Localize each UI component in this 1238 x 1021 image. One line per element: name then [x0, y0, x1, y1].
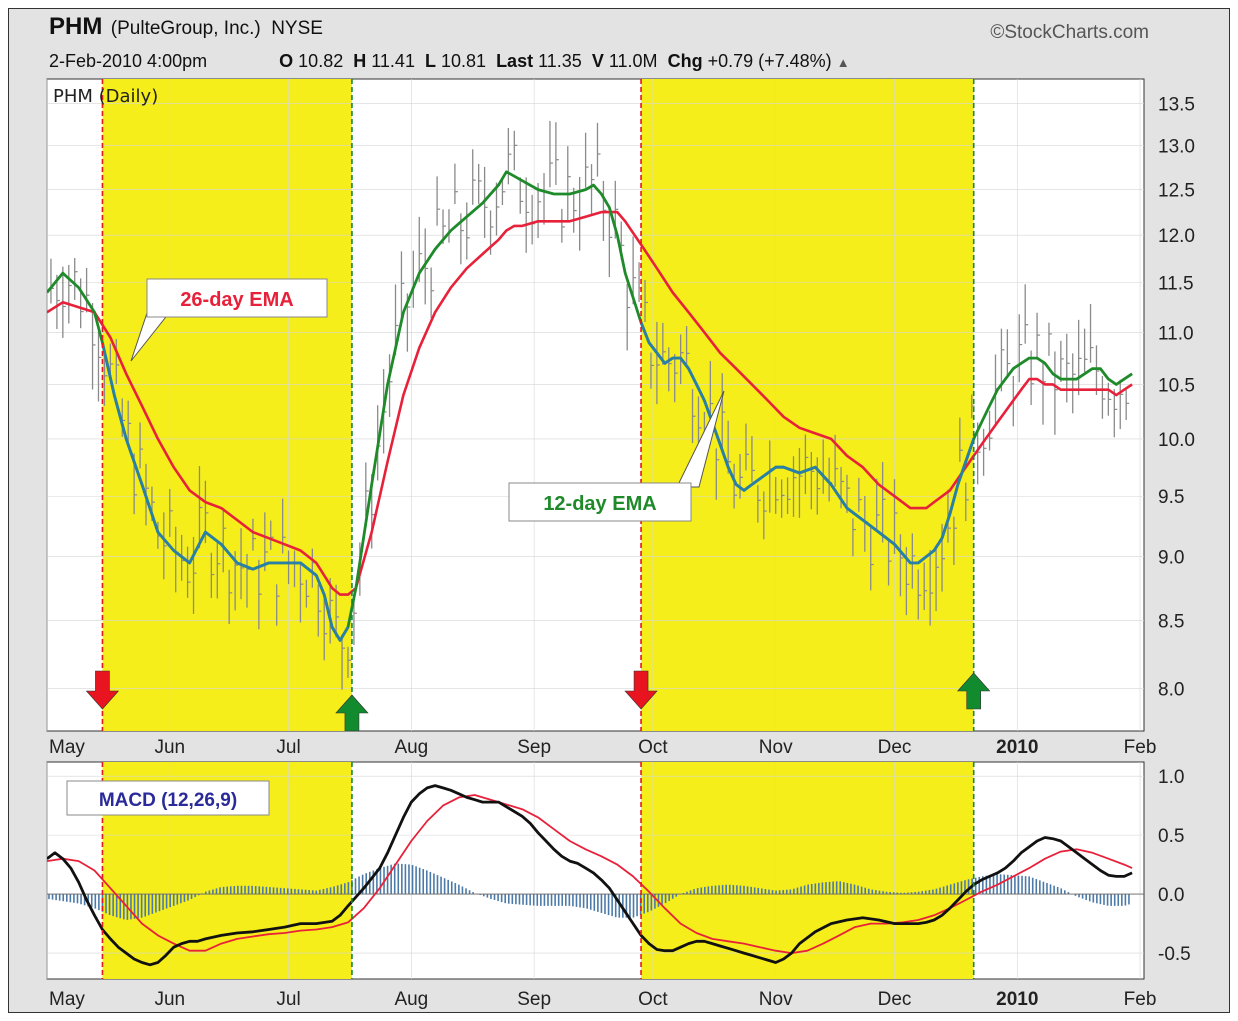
price-ema-lines [47, 170, 1133, 642]
price-tick-label: 10.0 [1158, 430, 1195, 451]
price-tick-label: 13.5 [1158, 95, 1195, 116]
macd-tick-label: 0.0 [1158, 885, 1184, 906]
price-x-tick-label: Aug [394, 737, 428, 758]
price-x-tick-label: Nov [759, 737, 793, 758]
price-tick-label: 11.5 [1158, 274, 1194, 295]
ema12-downtrend-segment-1 [101, 342, 350, 642]
ema26-line [47, 210, 1133, 596]
macd-x-tick-label: Aug [394, 989, 428, 1010]
macd-x-tick-label: Sep [517, 989, 551, 1010]
ema12-downtrend-segment-2 [639, 321, 976, 565]
source-text: StockCharts.com [1004, 22, 1149, 43]
macd-x-tick-label: 2010 [996, 989, 1038, 1010]
price-shading [102, 79, 974, 731]
macd-tick-label: 1.0 [1158, 767, 1184, 788]
price-tick-label: 13.0 [1158, 137, 1195, 158]
last-label: Last [496, 51, 534, 71]
price-shaded-period-1 [102, 79, 352, 731]
price-tick-label: 12.0 [1158, 226, 1195, 247]
macd-x-tick-label: Feb [1124, 989, 1157, 1010]
price-tick-label: 8.0 [1158, 679, 1184, 700]
exchange: NYSE [271, 18, 323, 39]
macd-legend-box [66, 780, 270, 816]
buy-arrow-icon [335, 694, 369, 732]
chart-frame: PHM (PulteGroup, Inc.) NYSE ©StockCharts… [8, 8, 1230, 1013]
price-x-tick-label: Jun [154, 737, 185, 758]
chart-svg: 8.0 8.5 9.0 9.5 10.0 10.5 11.0 11.5 12.0 12.5 13.0… [46, 78, 1195, 1010]
price-x-tick-label: Dec [878, 737, 912, 758]
price-panel-title: PHM (Daily) [53, 86, 158, 107]
signal-line [47, 794, 1133, 954]
signal-arrows [85, 670, 991, 732]
macd-x-tick-label: Nov [759, 989, 793, 1010]
macd-shaded-period-2 [641, 762, 974, 979]
sell-arrow-icon [85, 670, 120, 710]
price-tick-label: 9.5 [1158, 487, 1184, 508]
macd-x-tick-label: Oct [638, 989, 668, 1010]
change-value: +0.79 (+7.48%) [707, 51, 832, 71]
symbol-line: PHM (PulteGroup, Inc.) NYSE [49, 13, 323, 41]
price-tick-label: 8.5 [1158, 612, 1184, 633]
low-value: 10.81 [441, 51, 487, 71]
macd-x-tick-label: Jun [154, 989, 185, 1010]
company-name: (PulteGroup, Inc.) [110, 18, 261, 39]
price-tick-label: 11.0 [1158, 323, 1194, 344]
last-value: 11.35 [538, 51, 582, 71]
price-x-tick-label: 2010 [996, 737, 1038, 758]
macd-legend: MACD (12,26,9) [66, 780, 270, 816]
buy-arrow-icon [957, 672, 991, 710]
ema26-callout-box [146, 278, 328, 318]
ema12-callout-text: 12-day EMA [543, 493, 656, 515]
high-label: H [353, 51, 367, 71]
price-tick-label: 12.5 [1158, 181, 1195, 202]
macd-x-tick-label: Dec [878, 989, 912, 1010]
open-value: 10.82 [298, 51, 344, 71]
open-label: O [279, 51, 294, 71]
ema12-callout: 12-day EMA [508, 390, 725, 522]
low-label: L [424, 51, 436, 71]
volume-value: 11.0M [608, 51, 658, 71]
change-label: Chg [667, 51, 703, 71]
price-grid [46, 79, 1144, 731]
quote-line: 2-Feb-2010 4:00pm O 10.82 H 11.41 L 10.8… [49, 51, 850, 72]
price-tick-label: 9.0 [1158, 548, 1184, 569]
macd-x-tick-label: Jul [276, 989, 300, 1010]
sell-arrow-icon [624, 670, 658, 710]
macd-x-tick-label: May [49, 989, 85, 1010]
ema12-callout-box [508, 482, 692, 522]
macd-grid [46, 762, 1144, 979]
price-x-tick-label: Sep [517, 737, 551, 758]
price-x-tick-label: May [49, 737, 85, 758]
macd-legend-text: MACD (12,26,9) [99, 790, 237, 811]
price-tick-label: 10.5 [1158, 375, 1195, 396]
signal-vertical-lines [101, 79, 975, 979]
up-triangle-icon: ▲ [836, 55, 850, 70]
macd-tick-label: -0.5 [1158, 944, 1191, 965]
copyright-icon: © [990, 22, 1005, 43]
symbol: PHM [49, 13, 103, 40]
source-credit: ©StockCharts.com [990, 22, 1149, 44]
macd-histogram-bars [47, 863, 1144, 920]
ema26-callout: 26-day EMA [130, 278, 328, 362]
macd-tick-label: 0.5 [1158, 826, 1184, 847]
quote-date: 2-Feb-2010 4:00pm [49, 51, 208, 71]
price-x-tick-label: Feb [1124, 737, 1157, 758]
price-shaded-period-2 [641, 79, 974, 731]
axis-ticks: 8.0 8.5 9.0 9.5 10.0 10.5 11.0 11.5 12.0 12.5 13.0… [49, 95, 1195, 1010]
price-x-tick-label: Jul [276, 737, 300, 758]
ema26-callout-text: 26-day EMA [180, 289, 293, 311]
volume-label: V [591, 51, 604, 71]
high-value: 11.41 [371, 51, 415, 71]
price-x-tick-label: Oct [638, 737, 668, 758]
